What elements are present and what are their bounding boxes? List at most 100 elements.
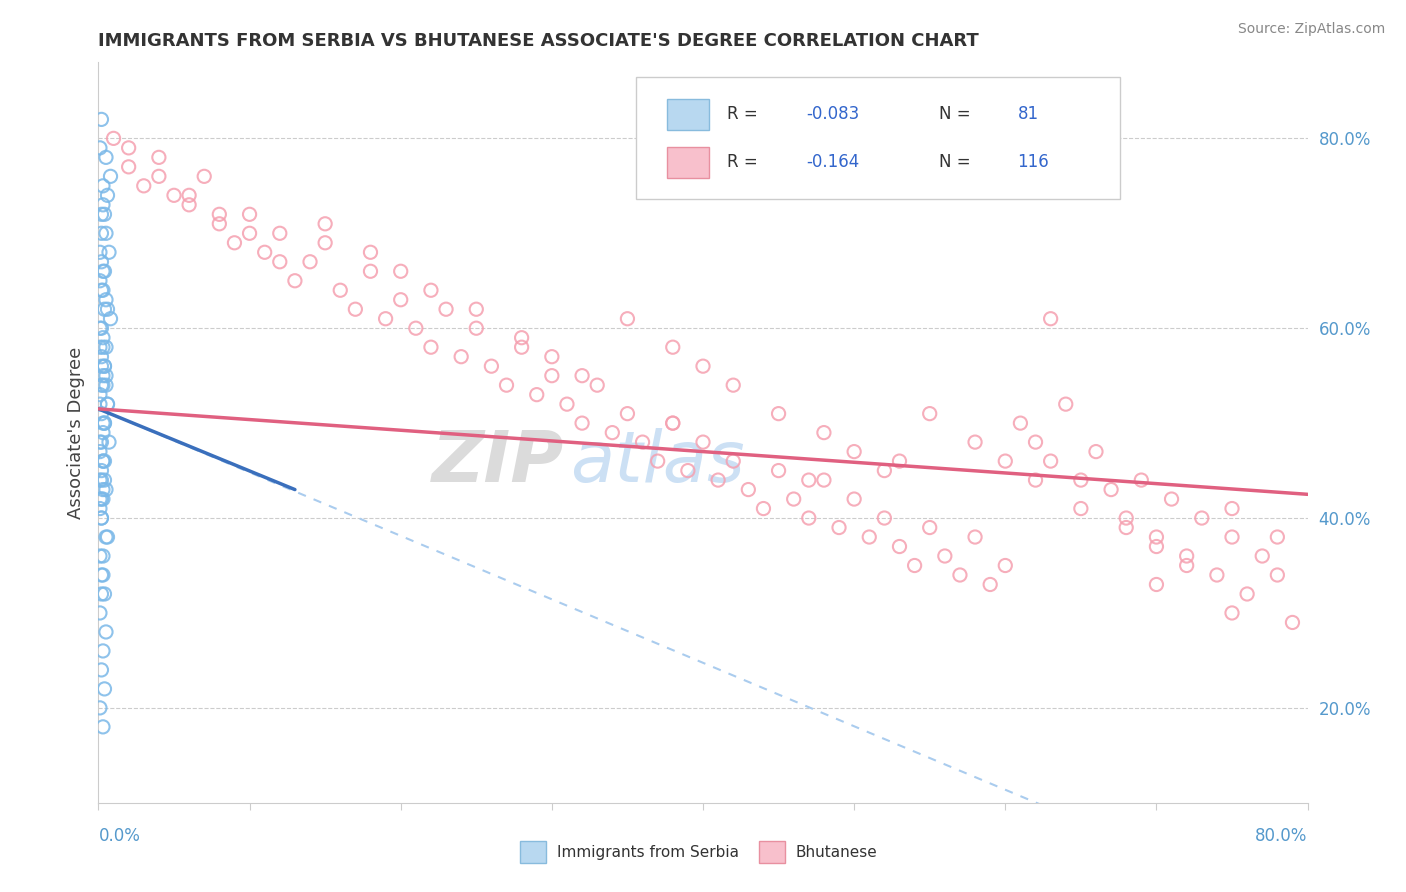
Point: [979, 577, 1001, 591]
Point: [526, 387, 548, 401]
Point: [208, 217, 231, 231]
Point: [239, 227, 262, 241]
Point: [661, 340, 683, 354]
Point: [90, 254, 112, 268]
Point: [93, 207, 115, 221]
Point: [148, 150, 170, 164]
Point: [813, 425, 835, 440]
Point: [661, 416, 683, 430]
Point: [918, 520, 941, 534]
Point: [90, 207, 112, 221]
Point: [91, 549, 114, 563]
Text: R =: R =: [727, 105, 763, 123]
Point: [752, 501, 775, 516]
Point: [239, 207, 262, 221]
Point: [465, 302, 488, 317]
Point: [91, 368, 114, 383]
Point: [1039, 454, 1062, 468]
Point: [89, 387, 111, 401]
Point: [91, 198, 114, 212]
Point: [93, 681, 115, 696]
Point: [934, 549, 956, 563]
Point: [90, 511, 112, 525]
Point: [89, 444, 111, 458]
Point: [93, 587, 115, 601]
Point: [1070, 473, 1092, 487]
Point: [103, 131, 125, 145]
Text: Bhutanese: Bhutanese: [796, 846, 877, 860]
Point: [389, 293, 412, 307]
Point: [90, 435, 112, 450]
Point: [1220, 606, 1243, 620]
Point: [540, 368, 562, 383]
Point: [89, 245, 111, 260]
Point: [571, 416, 593, 430]
Text: N =: N =: [939, 105, 976, 123]
Point: [1099, 483, 1122, 497]
Point: [179, 198, 201, 212]
Point: [100, 311, 122, 326]
Text: Immigrants from Serbia: Immigrants from Serbia: [557, 846, 738, 860]
Y-axis label: Associate's Degree: Associate's Degree: [66, 346, 84, 519]
Point: [344, 302, 367, 317]
Point: [405, 321, 427, 335]
Point: [889, 540, 911, 554]
Point: [89, 340, 111, 354]
Text: 0.0%: 0.0%: [98, 827, 141, 845]
Point: [91, 331, 114, 345]
Point: [828, 520, 851, 534]
Point: [647, 454, 669, 468]
Point: [91, 283, 114, 297]
Point: [481, 359, 503, 374]
Point: [783, 491, 806, 506]
Point: [91, 720, 114, 734]
Point: [94, 378, 117, 392]
Point: [90, 227, 112, 241]
Point: [96, 530, 118, 544]
Point: [253, 245, 276, 260]
Point: [873, 511, 896, 525]
Point: [723, 378, 745, 392]
Point: [904, 558, 927, 573]
Point: [374, 311, 396, 326]
Point: [616, 407, 638, 421]
Point: [90, 568, 112, 582]
Point: [1070, 501, 1092, 516]
Point: [1267, 530, 1289, 544]
Point: [495, 378, 517, 392]
Point: [91, 340, 114, 354]
FancyBboxPatch shape: [666, 147, 709, 178]
Point: [90, 407, 112, 421]
Point: [434, 302, 457, 317]
Point: [94, 624, 117, 639]
Point: [329, 283, 352, 297]
Point: [89, 473, 111, 487]
Point: [1220, 530, 1243, 544]
Point: [90, 350, 112, 364]
Point: [631, 435, 654, 450]
Point: [269, 227, 291, 241]
Point: [224, 235, 246, 250]
FancyBboxPatch shape: [666, 99, 709, 130]
Point: [420, 283, 443, 297]
Point: [118, 160, 141, 174]
Point: [1039, 311, 1062, 326]
Point: [90, 663, 112, 677]
Point: [96, 397, 118, 411]
Point: [96, 188, 118, 202]
Point: [1024, 435, 1046, 450]
Point: [93, 264, 115, 278]
Point: [93, 473, 115, 487]
Point: [91, 416, 114, 430]
Point: [360, 245, 382, 260]
Point: [389, 264, 412, 278]
Point: [148, 169, 170, 184]
Point: [420, 340, 443, 354]
Point: [1281, 615, 1303, 630]
Text: -0.083: -0.083: [806, 105, 859, 123]
Point: [208, 207, 231, 221]
Point: [797, 473, 820, 487]
Point: [1024, 473, 1046, 487]
Point: [510, 331, 533, 345]
Point: [89, 274, 111, 288]
